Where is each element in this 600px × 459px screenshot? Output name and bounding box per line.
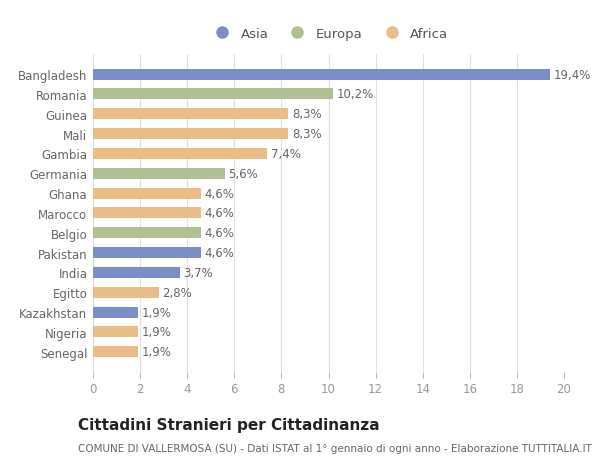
Text: 8,3%: 8,3% — [292, 128, 322, 141]
Text: 4,6%: 4,6% — [205, 187, 235, 200]
Text: 8,3%: 8,3% — [292, 108, 322, 121]
Bar — [93, 109, 289, 120]
Text: 2,8%: 2,8% — [163, 286, 192, 299]
Text: 1,9%: 1,9% — [141, 326, 171, 339]
Bar — [93, 168, 225, 179]
Legend: Asia, Europa, Africa: Asia, Europa, Africa — [205, 24, 452, 45]
Bar — [93, 287, 159, 298]
Bar — [93, 129, 289, 140]
Bar — [93, 149, 267, 160]
Bar — [93, 188, 202, 199]
Text: Cittadini Stranieri per Cittadinanza: Cittadini Stranieri per Cittadinanza — [78, 417, 380, 432]
Text: COMUNE DI VALLERMOSA (SU) - Dati ISTAT al 1° gennaio di ogni anno - Elaborazione: COMUNE DI VALLERMOSA (SU) - Dati ISTAT a… — [78, 443, 592, 453]
Text: 5,6%: 5,6% — [229, 168, 258, 180]
Text: 4,6%: 4,6% — [205, 207, 235, 220]
Text: 10,2%: 10,2% — [337, 88, 374, 101]
Bar — [93, 69, 550, 80]
Text: 4,6%: 4,6% — [205, 246, 235, 259]
Text: 1,9%: 1,9% — [141, 306, 171, 319]
Text: 19,4%: 19,4% — [553, 68, 591, 81]
Text: 7,4%: 7,4% — [271, 148, 301, 161]
Text: 4,6%: 4,6% — [205, 227, 235, 240]
Bar — [93, 247, 202, 258]
Bar — [93, 327, 138, 338]
Bar — [93, 208, 202, 219]
Bar — [93, 228, 202, 239]
Bar — [93, 267, 180, 278]
Bar — [93, 307, 138, 318]
Bar — [93, 89, 333, 100]
Bar — [93, 347, 138, 358]
Text: 3,7%: 3,7% — [184, 266, 214, 279]
Text: 1,9%: 1,9% — [141, 346, 171, 358]
